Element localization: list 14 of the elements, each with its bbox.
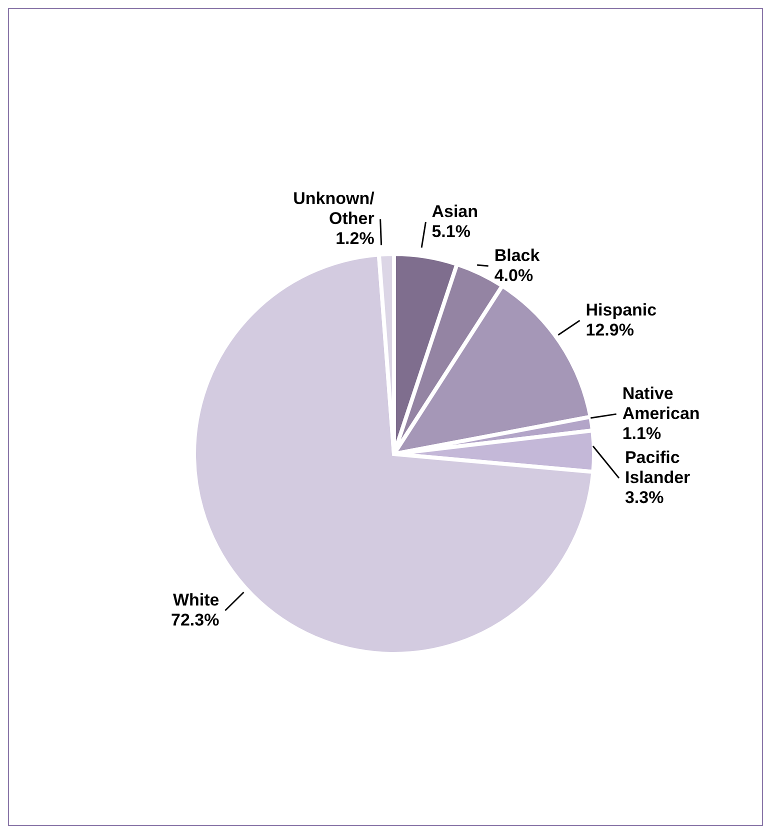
slice-label: Hispanic: [586, 300, 657, 320]
data-label: 1.2%: [336, 229, 374, 248]
slice-label: Asian: [432, 202, 478, 221]
data-label: 1.1%: [622, 424, 662, 444]
data-label: 3.3%: [624, 488, 664, 508]
slice-label: Pacific Islander: [624, 448, 691, 488]
data-label: 72.3%: [171, 610, 220, 630]
slice-label: Black: [494, 246, 540, 265]
slice-label: Native American: [622, 384, 700, 424]
data-label: 5.1%: [432, 222, 470, 241]
slice-label: Unknown/Other: [293, 189, 375, 228]
data-label: 4.0%: [494, 266, 534, 285]
data-label: 12.9%: [586, 320, 634, 340]
slice-label: White: [172, 590, 220, 610]
